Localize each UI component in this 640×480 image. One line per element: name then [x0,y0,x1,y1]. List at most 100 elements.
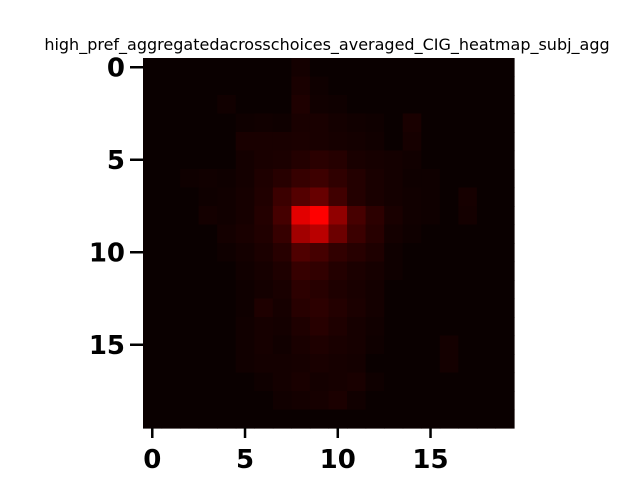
heatmap-cell [272,58,292,78]
heatmap-cell [421,298,441,318]
heatmap-cell [309,354,330,374]
heatmap-cell [347,280,367,300]
heatmap-cell [217,95,237,115]
heatmap-cell [328,391,348,411]
y-axis: 0 5 10 15 [89,53,143,361]
heatmap-cell [365,224,385,244]
heatmap-cell [328,76,348,96]
heatmap-cell [161,298,181,318]
heatmap-cell [476,58,497,78]
heatmap-cell [254,354,274,374]
heatmap-cell [328,261,348,281]
heatmap-cell [458,335,478,355]
heatmap-cell [217,150,237,170]
heatmap-cell [402,243,422,263]
heatmap-cell [254,335,274,355]
heatmap-cell [476,206,497,226]
heatmap-cell [143,317,163,337]
heatmap-cell [254,261,274,281]
heatmap-cell [235,261,255,281]
heatmap-cell [495,261,515,281]
heatmap-cell [198,224,218,244]
heatmap-cell [309,150,330,170]
y-tick-label: 15 [89,331,125,361]
heatmap-cell [161,261,181,281]
heatmap-cell [402,354,422,374]
heatmap-cell [217,298,237,318]
heatmap-cell [421,335,441,355]
heatmap-cell [421,113,441,133]
heatmap-cell [495,372,515,392]
heatmap-cell [272,187,292,207]
heatmap-cell [272,95,292,115]
heatmap-cell [495,206,515,226]
x-tick-label: 15 [412,445,448,475]
heatmap-cell [217,58,237,78]
heatmap-cell [198,187,218,207]
heatmap-cell [402,187,422,207]
heatmap-cell [254,372,274,392]
heatmap-cell [495,391,515,411]
heatmap-cell [254,169,274,189]
heatmap-cell [347,187,367,207]
heatmap-cell [365,58,385,78]
heatmap-cell [384,354,404,374]
heatmap-cell [384,335,404,355]
heatmap-cell [272,391,292,411]
heatmap-cell [458,132,478,152]
heatmap-cell [161,113,181,133]
heatmap-cell [198,317,218,337]
heatmap-cell [476,317,497,337]
heatmap-cell [309,76,330,96]
heatmap-cell [254,298,274,318]
heatmap-cell [254,113,274,133]
heatmap-cell [217,113,237,133]
heatmap-cell [495,187,515,207]
heatmap-cell [143,132,163,152]
heatmap-cell [309,409,330,429]
y-tick-label: 10 [89,238,125,268]
heatmap-cell [384,76,404,96]
heatmap-cell [291,409,311,429]
heatmap-cell [495,298,515,318]
heatmap-cell [384,409,404,429]
heatmap-cell [328,150,348,170]
heatmap-cell [384,261,404,281]
heatmap-cell [161,354,181,374]
heatmap-cell [458,95,478,115]
heatmap-cell [143,391,163,411]
heatmap-cell [198,298,218,318]
heatmap-cell [402,261,422,281]
heatmap-cell [235,206,255,226]
heatmap-cell [495,224,515,244]
heatmap-cell [143,206,163,226]
heatmap-cell [476,132,497,152]
heatmap-cell [198,243,218,263]
heatmap-cell [235,317,255,337]
heatmap-cell [476,354,497,374]
heatmap-cell [235,187,255,207]
heatmap-cell [272,298,292,318]
heatmap-cell [421,280,441,300]
heatmap-cell [217,391,237,411]
heatmap-cell [421,132,441,152]
heatmap-cell [328,95,348,115]
heatmap-cell [291,224,311,244]
x-axis: 0 5 10 15 [143,428,449,475]
heatmap-cell [439,243,459,263]
heatmap-cell [161,169,181,189]
heatmap-cell [328,354,348,374]
heatmap-cell [217,206,237,226]
heatmap-cell [272,243,292,263]
heatmap-cell [347,150,367,170]
heatmap-cell [347,243,367,263]
heatmap-cell [161,132,181,152]
heatmap-cell [439,132,459,152]
heatmap-cell [161,243,181,263]
heatmap-cell [384,95,404,115]
heatmap-cell [235,58,255,78]
heatmap-cell [272,224,292,244]
heatmap-cell [328,243,348,263]
heatmap-cell [143,298,163,318]
heatmap-cell [402,391,422,411]
